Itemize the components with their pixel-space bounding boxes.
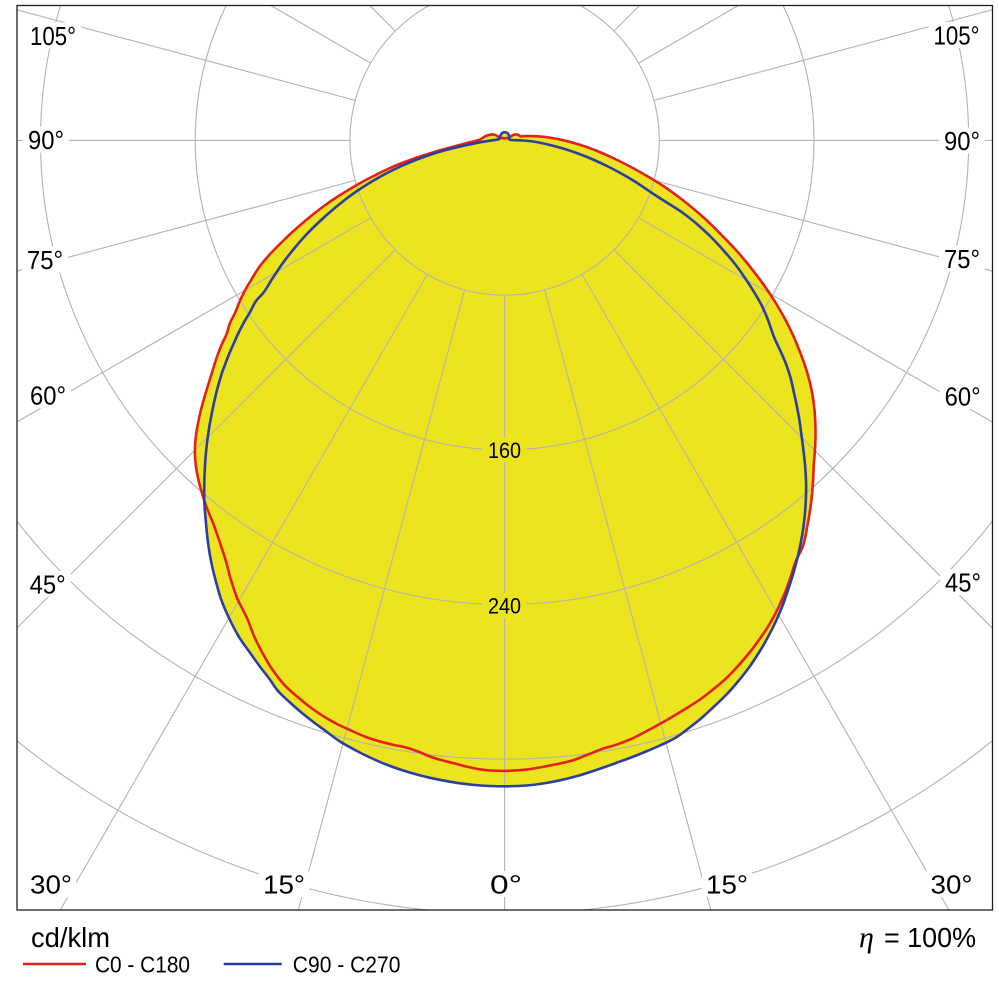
svg-text:90°: 90°: [28, 125, 64, 155]
svg-text:cd/klm: cd/klm: [31, 922, 110, 953]
svg-text:C90 - C270: C90 - C270: [293, 952, 401, 978]
svg-text:= 100%: = 100%: [884, 922, 976, 953]
svg-text:240: 240: [488, 593, 521, 618]
svg-text:30°: 30°: [931, 869, 973, 899]
svg-text:45°: 45°: [30, 569, 66, 599]
svg-text:105°: 105°: [934, 20, 980, 50]
svg-text:15°: 15°: [263, 869, 305, 899]
svg-text:η: η: [859, 921, 874, 954]
svg-text:30°: 30°: [30, 869, 72, 899]
svg-text:45°: 45°: [945, 568, 981, 598]
svg-text:75°: 75°: [27, 245, 63, 275]
svg-text:60°: 60°: [30, 381, 66, 411]
svg-text:105°: 105°: [30, 21, 76, 51]
svg-text:C0 - C180: C0 - C180: [95, 952, 190, 978]
svg-text:0°: 0°: [490, 869, 522, 899]
svg-text:160: 160: [488, 438, 521, 463]
svg-text:60°: 60°: [945, 381, 981, 411]
svg-text:90°: 90°: [944, 126, 980, 156]
svg-text:75°: 75°: [944, 244, 980, 274]
svg-text:15°: 15°: [706, 869, 748, 899]
